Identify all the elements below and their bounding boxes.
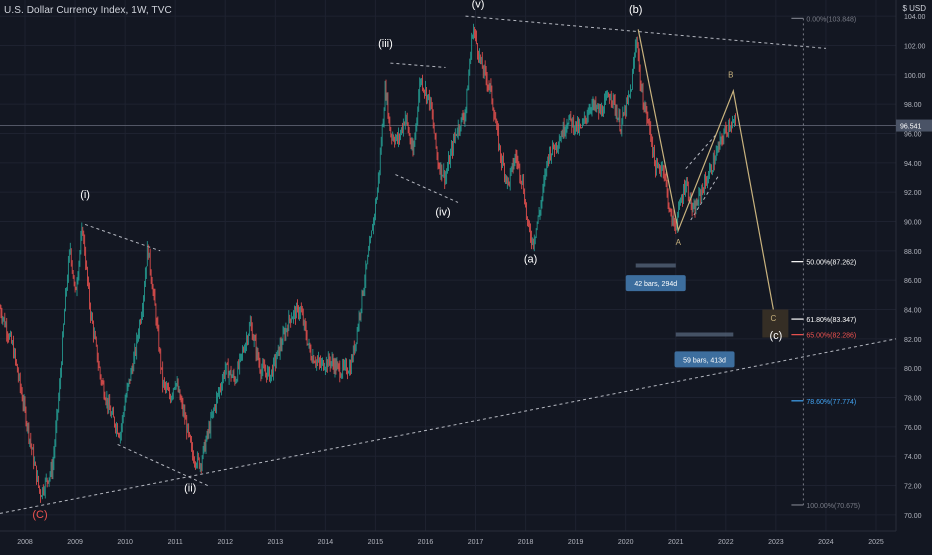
y-tick-label: 90.00 <box>904 219 922 226</box>
dollar-sign-icon: $ <box>902 4 910 13</box>
x-tick-label: 2008 <box>17 539 33 546</box>
fib-level-label: 100.00%(70.675) <box>806 503 860 510</box>
wave-label: (iii) <box>378 38 393 50</box>
x-tick-label: 2017 <box>468 539 484 546</box>
fib-level-label: 50.00%(87.262) <box>806 260 856 267</box>
wave-projection-line <box>637 29 774 310</box>
measure-label: 59 bars, 413d <box>683 357 726 364</box>
wave-label: (ii) <box>184 482 196 494</box>
x-tick-label: 2020 <box>618 539 634 546</box>
wave-label: (a) <box>524 254 537 266</box>
measure-label: 42 bars, 294d <box>634 281 677 288</box>
wave-label: (i) <box>80 189 90 201</box>
x-tick-label: 2016 <box>418 539 434 546</box>
wave-label: (iv) <box>435 207 450 219</box>
chart-title: U.S. Dollar Currency Index, 1W, TVC <box>4 5 172 16</box>
x-tick-label: 2012 <box>217 539 233 546</box>
y-tick-label: 86.00 <box>904 278 922 285</box>
y-tick-label: 70.00 <box>904 513 922 520</box>
x-tick-label: 2013 <box>268 539 284 546</box>
y-tick-label: 94.00 <box>904 161 922 168</box>
wave-label: A <box>676 238 682 247</box>
y-tick-label: 92.00 <box>904 190 922 197</box>
y-tick-label: 80.00 <box>904 366 922 373</box>
wave-label: (b) <box>629 4 642 16</box>
y-tick-label: 82.00 <box>904 337 922 344</box>
dashed-trendline <box>117 444 208 486</box>
x-tick-label: 2022 <box>718 539 734 546</box>
wave-label: (C) <box>32 509 47 521</box>
x-tick-label: 2010 <box>117 539 133 546</box>
y-tick-label: 84.00 <box>904 308 922 315</box>
measure-box <box>625 275 686 292</box>
current-price-tag <box>896 119 932 132</box>
dashed-trendline <box>465 15 826 49</box>
x-tick-label: 2011 <box>168 539 183 546</box>
currency-code: USD <box>909 4 926 13</box>
wave-label: (v) <box>472 0 485 10</box>
y-tick-label: 104.00 <box>904 14 926 21</box>
y-tick-label: 74.00 <box>904 454 922 461</box>
wave-label: B <box>728 71 733 80</box>
dashed-trendline <box>0 338 897 514</box>
x-tick-label: 2019 <box>568 539 584 546</box>
y-tick-label: 102.00 <box>904 43 926 50</box>
y-tick-label: 100.00 <box>904 73 926 80</box>
current-price-label: 96.541 <box>900 124 922 131</box>
y-tick-label: 76.00 <box>904 425 922 432</box>
wave-c-marker-box <box>762 309 789 338</box>
x-tick-label: 2015 <box>368 539 384 546</box>
fib-level-label: 78.60%(77.774) <box>806 399 856 406</box>
fib-level-label: 65.00%(82.286) <box>806 333 856 340</box>
dashed-trendline <box>685 134 717 170</box>
y-tick-label: 96.00 <box>904 131 922 138</box>
y-tick-label: 72.00 <box>904 484 922 491</box>
fib-level-label: 61.80%(83.347) <box>806 317 856 324</box>
fib-level-label: 0.00%(103.848) <box>806 16 856 23</box>
x-tick-label: 2023 <box>768 539 784 546</box>
x-tick-label: 2025 <box>868 539 884 546</box>
x-tick-label: 2021 <box>668 539 684 546</box>
wave-label: (c) <box>769 330 782 342</box>
x-tick-label: 2018 <box>518 539 534 546</box>
currency-label: $ USD <box>902 4 926 13</box>
y-tick-label: 78.00 <box>904 396 922 403</box>
y-tick-label: 98.00 <box>904 102 922 109</box>
x-tick-label: 2014 <box>318 539 334 546</box>
y-tick-label: 88.00 <box>904 249 922 256</box>
x-tick-label: 2024 <box>818 539 834 546</box>
measure-box <box>674 351 735 368</box>
wave-label: C <box>770 314 776 323</box>
x-tick-label: 2009 <box>67 539 83 546</box>
